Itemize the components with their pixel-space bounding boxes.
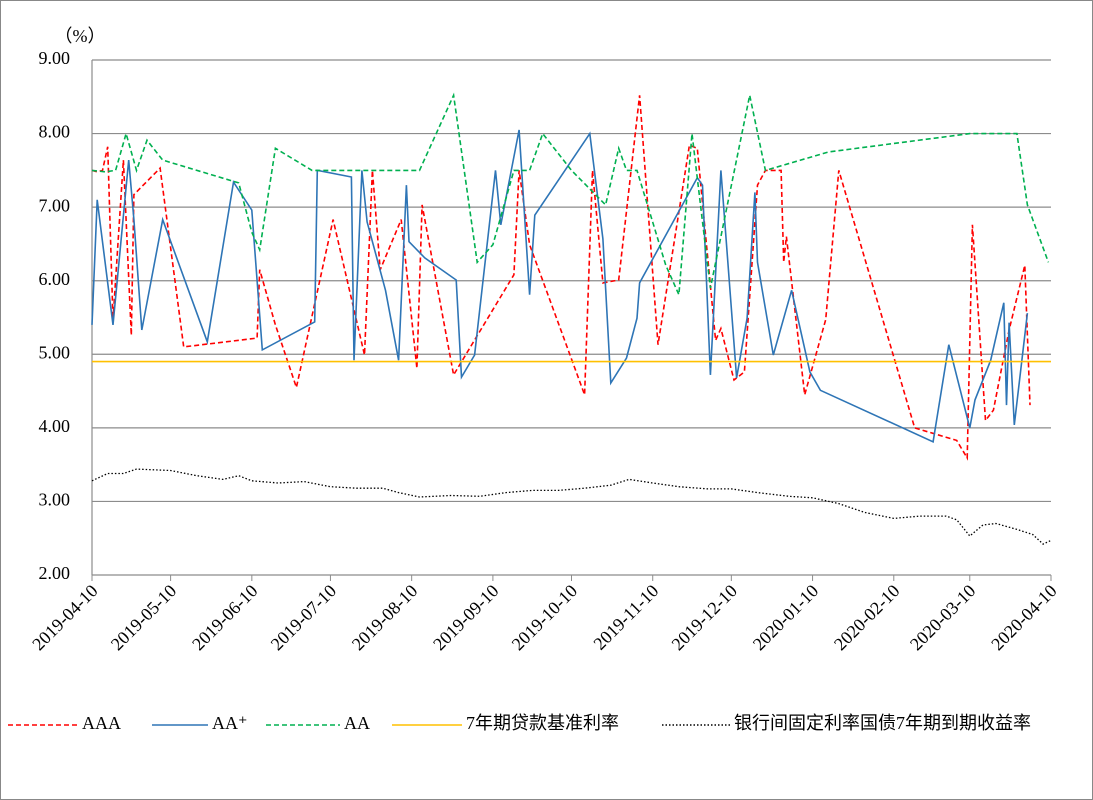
legend-label: AA⁺ bbox=[212, 713, 248, 733]
legend-label: 银行间固定利率国债7年期到期收益率 bbox=[734, 713, 1031, 733]
legend-label: AAA bbox=[82, 713, 121, 733]
legend-label: 7年期贷款基准利率 bbox=[466, 713, 619, 733]
y-tick-label: 8.00 bbox=[39, 122, 71, 142]
y-tick-label: 9.00 bbox=[39, 48, 71, 68]
series-line bbox=[91, 95, 1031, 461]
y-tick-label: 4.00 bbox=[39, 416, 71, 436]
y-tick-label: 2.00 bbox=[39, 563, 71, 583]
legend-label: AA bbox=[344, 713, 370, 733]
y-tick-label: 7.00 bbox=[39, 195, 71, 215]
series-line bbox=[91, 92, 1050, 296]
y-axis-label: （%） bbox=[55, 26, 106, 46]
series-line bbox=[91, 468, 1052, 545]
series-line bbox=[91, 129, 1029, 443]
y-tick-label: 5.00 bbox=[39, 342, 71, 362]
y-tick-label: 3.00 bbox=[39, 490, 71, 510]
y-tick-label: 6.00 bbox=[39, 269, 71, 289]
